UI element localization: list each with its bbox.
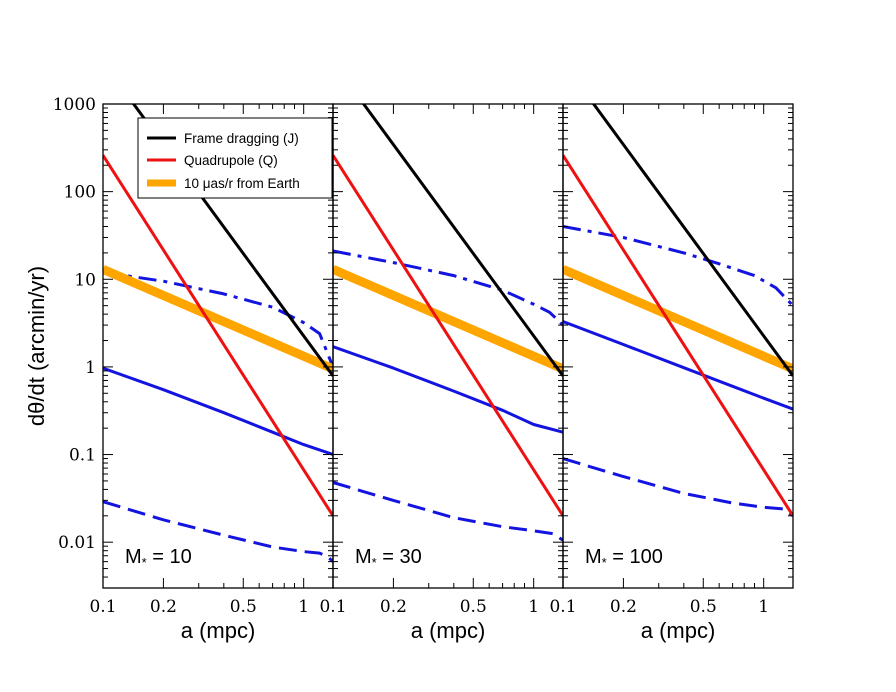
y-tick-label: 0.01 [58,533,96,553]
x-tick-label: 0.5 [690,597,717,617]
series-blue-solid-panel-2 [333,345,563,434]
legend: Frame dragging (J) Quadrupole (Q) 10 μas… [137,117,333,199]
series-blue-dash-dot-panel-1 [103,270,333,368]
series-10-as-r-from-earth-panel-1 [103,265,333,374]
series-blue-dashed-panel-2 [333,481,563,542]
x-tick-label: 0.1 [89,597,116,617]
y-tick-label: 10 [74,270,96,290]
x-tick-label: 1 [758,597,769,617]
panel-3-frame [562,103,794,589]
series-blue-dashed-panel-3 [563,457,793,518]
y-tick-label: 1 [85,358,96,378]
x-tick-label: 0.1 [549,597,576,617]
series-layer [103,104,793,563]
series-frame-dragging-j-panel-2 [361,104,563,377]
series-blue-dash-dot-panel-2 [333,249,563,327]
series-quadrupole-q-panel-3 [563,154,793,517]
x-tick-label: 0.5 [460,597,487,617]
legend-label-earth-limit: 10 μas/r from Earth [184,176,300,191]
legend-label-frame-dragging: Frame dragging (J) [184,131,299,146]
series-frame-dragging-j-panel-1 [131,104,333,377]
x-tick-label: 0.5 [230,597,257,617]
panel-3-series [563,104,793,518]
label-layer: 0.1 0.2 0.5 1 a (mpc) M* = 10 0.1 0.2 0.5 1 a (mpc… [53,95,769,643]
x-axis-title-panel-1: a (mpc) [181,618,256,643]
series-blue-solid-panel-1 [103,366,333,456]
frame-layer [102,103,794,589]
x-axis-title-panel-2: a (mpc) [411,618,486,643]
series-frame-dragging-j-panel-3 [591,104,793,377]
x-tick-label: 1 [528,597,539,617]
x-tick-label: 0.1 [319,597,346,617]
series-blue-dashed-panel-1 [103,500,333,563]
series-quadrupole-q-panel-1 [103,154,333,517]
mass-label-panel-1: M* = 10 [125,546,192,570]
panel-1-series [103,104,333,563]
panel-2-series [333,104,563,542]
series-quadrupole-q-panel-2 [333,154,563,517]
y-tick-label: 100 [64,183,96,203]
x-tick-label: 0.2 [380,597,407,617]
y-tick-label: 0.1 [69,446,96,466]
x-axis-title-panel-3: a (mpc) [641,618,716,643]
series-blue-dash-dot-panel-3 [563,225,793,307]
y-tick-label: 1000 [53,95,96,115]
series-10-as-r-from-earth-panel-2 [333,265,563,374]
y-axis-title: dθ/dt (arcmin/yr) [24,266,49,426]
series-blue-solid-panel-3 [563,320,793,411]
series-10-as-r-from-earth-panel-3 [563,265,793,374]
x-tick-label: 0.2 [610,597,637,617]
x-tick-label: 0.2 [150,597,177,617]
mass-label-panel-2: M* = 30 [355,546,422,570]
mass-label-panel-3: M* = 100 [585,546,663,570]
legend-label-quadrupole: Quadrupole (Q) [184,153,278,168]
x-tick-label: 1 [298,597,309,617]
